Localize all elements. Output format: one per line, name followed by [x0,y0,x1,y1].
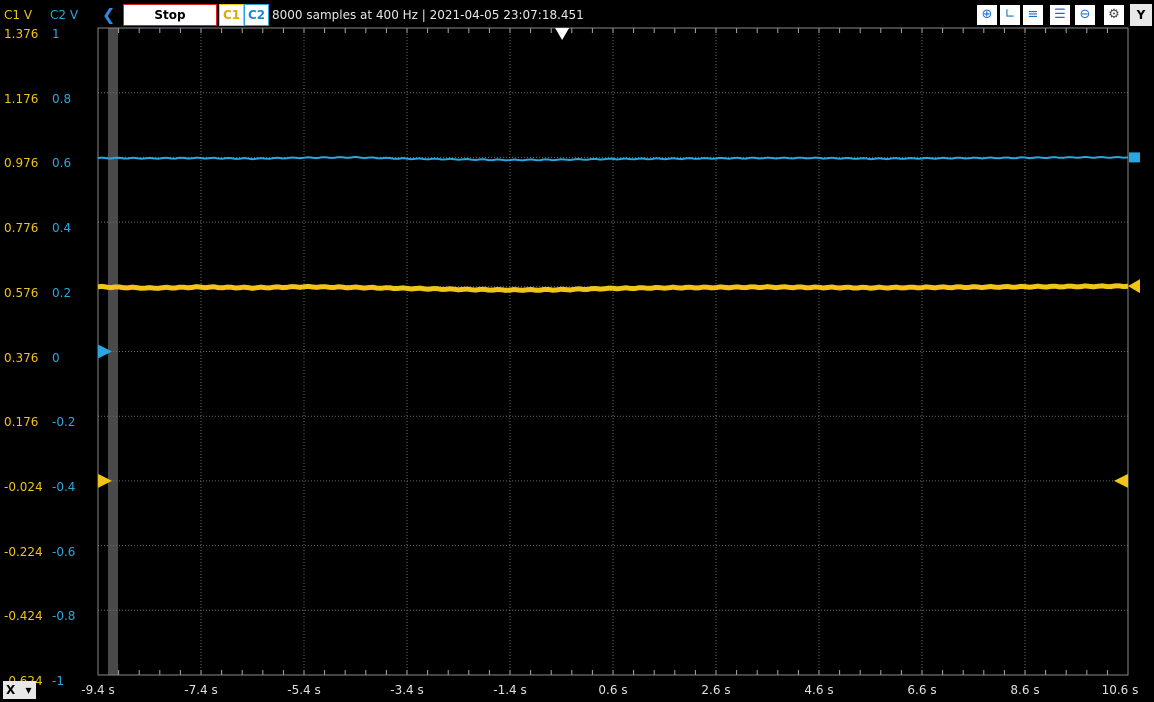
x-tick-label: 2.6 s [701,683,731,697]
c2-axis-label: C2 V [50,8,79,22]
c2-tick-label: -0.6 [52,544,76,559]
x-tick-label: -9.4 s [81,683,115,697]
c1-trigger-level-marker [1114,473,1128,488]
c1-level-marker [1128,279,1140,294]
c2-channel-button[interactable]: C2 [244,4,270,26]
x-tick-label: -7.4 s [184,683,218,697]
c2-tick-label: -0.2 [52,415,76,430]
x-menu-label: X [6,683,16,697]
chevron-down-icon: ▾ [25,683,32,697]
c1-axis-label: C1 V [4,8,33,22]
c1-offset-marker [98,473,112,488]
c1-tick-label: -0.424 [4,609,43,624]
x-axis-menu-button[interactable]: X ▾ [3,681,36,699]
c2-tick-label: -1 [52,674,64,688]
c2-tick-label: 0 [52,350,60,365]
x-tick-label: 4.6 s [804,683,834,697]
c1-channel-button[interactable]: C1 [219,4,245,26]
c2-level-marker [1129,152,1140,163]
c1-tick-label: 0.176 [4,415,39,430]
c2-tick-label: -0.8 [52,609,76,624]
series-c2-line [97,155,1129,162]
x-tick-label: 0.6 s [598,683,628,697]
back-arrow-icon[interactable]: ❮ [102,5,116,24]
c1-tick-label: 0.976 [4,156,39,171]
c1-tick-label: 1.176 [4,91,39,106]
y-axis-button[interactable]: Y [1130,4,1152,26]
cursor-horizontal-icon[interactable]: ≡ [1023,5,1043,25]
c2-offset-marker [98,344,112,359]
trigger-time-marker [555,28,570,40]
x-tick-label: -3.4 s [390,683,424,697]
x-tick-label: -5.4 s [287,683,321,697]
c2-tick-label: 1 [52,27,60,41]
settings-icon[interactable]: ⚙ [1104,5,1124,25]
c2-tick-label: 0.2 [52,285,72,300]
c1-tick-label: -0.224 [4,544,43,559]
c1-tick-label: -0.024 [4,479,43,494]
x-tick-label: -1.4 s [493,683,527,697]
x-tick-label: 8.6 s [1010,683,1040,697]
c2-tick-label: 0.8 [52,91,72,106]
series-c1-line [97,283,1129,293]
c2-tick-label: 0.6 [52,156,72,171]
cursor-list-icon[interactable]: ☰ [1050,5,1070,25]
c2-tick-label: 0.4 [52,221,72,236]
c1-tick-label: 1.376 [4,27,39,41]
x-tick-label: 10.6 s [1101,683,1139,697]
c1-tick-label: 0.776 [4,221,39,236]
zoom-out-icon[interactable]: ⊖ [1075,5,1095,25]
x-tick-label: 6.6 s [907,683,937,697]
toolbar: C1 V C2 V ❮ Stop C1 C2 8000 samples at 4… [0,0,1154,28]
c1-tick-label: 0.576 [4,285,39,300]
stop-button[interactable]: Stop [123,4,217,26]
c1-tick-label: 0.376 [4,350,39,365]
c2-tick-label: -0.4 [52,479,76,494]
acquisition-info: 8000 samples at 400 Hz | 2021-04-05 23:0… [272,8,584,22]
cursor-icon[interactable]: ∟ [1000,5,1020,25]
zoom-in-icon[interactable]: ⊕ [977,5,997,25]
